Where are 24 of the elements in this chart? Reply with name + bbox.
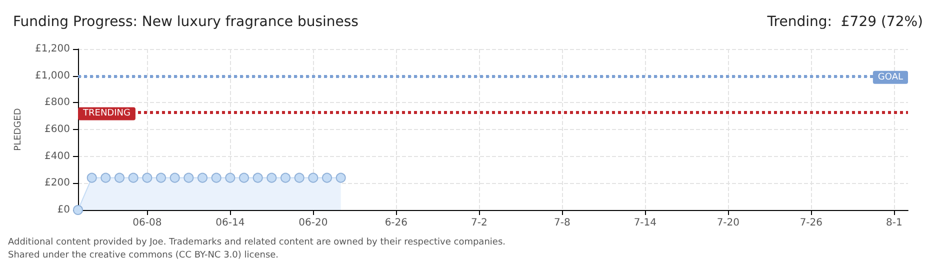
chart-title: Funding Progress: New luxury fragrance business — [13, 14, 358, 30]
ref-line-label: TRENDING — [82, 108, 130, 119]
y-tick-label: £200 — [44, 178, 70, 189]
x-tick-label: 06-08 — [132, 218, 162, 228]
y-tick-label: £600 — [44, 124, 70, 135]
ref-line-label: GOAL — [878, 72, 903, 82]
x-tick-label: 7-26 — [800, 218, 823, 228]
x-tick-label: 7-20 — [716, 218, 740, 228]
y-tick-label: £1,200 — [35, 44, 70, 54]
x-tick-label: 7-2 — [470, 218, 488, 228]
text: Shared under the creative commons (CC BY-NC 3.0) license. — [8, 250, 279, 260]
x-tick-label: 8-1 — [886, 218, 902, 228]
x-tick-label: 06-14 — [216, 218, 245, 228]
y-tick-label: £400 — [44, 150, 70, 162]
chart-subtitle: Trending: £729 (72%) — [766, 14, 923, 30]
y-tick-label: £1,000 — [35, 70, 70, 82]
y-tick-label: £0 — [57, 204, 70, 216]
x-tick-label: 7-14 — [634, 218, 657, 228]
y-tick-label: £800 — [44, 97, 70, 108]
x-tick-label: 06-20 — [298, 218, 328, 228]
text: Additional content provided by Joe. Trademarks and related content are owned by their respective companies. — [8, 238, 506, 248]
x-tick-label: 7-8 — [554, 218, 570, 228]
y-axis-title: PLEDGED — [14, 108, 24, 151]
x-tick-label: 6-26 — [384, 218, 408, 228]
